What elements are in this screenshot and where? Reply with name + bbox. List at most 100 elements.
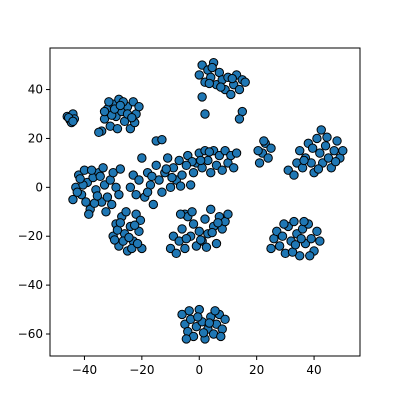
data-point xyxy=(240,77,250,87)
data-point xyxy=(290,240,301,250)
data-point xyxy=(197,92,207,102)
x-tick-label: −20 xyxy=(129,363,154,377)
data-point xyxy=(92,191,103,201)
data-point xyxy=(171,248,182,259)
data-point xyxy=(162,153,173,163)
x-tick-label: −40 xyxy=(72,363,97,377)
data-point xyxy=(154,175,164,185)
data-point xyxy=(226,89,236,100)
data-point xyxy=(289,170,299,180)
data-point xyxy=(210,306,220,316)
data-point xyxy=(312,226,322,237)
data-point xyxy=(148,199,159,210)
data-point xyxy=(338,145,348,156)
data-point xyxy=(198,328,209,338)
data-point xyxy=(295,145,305,156)
data-point xyxy=(99,106,110,117)
data-point xyxy=(211,238,222,249)
data-point xyxy=(201,242,212,252)
data-point xyxy=(181,334,192,344)
data-point xyxy=(104,97,114,107)
data-point xyxy=(299,155,309,166)
data-point xyxy=(185,180,196,190)
data-point xyxy=(157,134,167,145)
data-point xyxy=(112,123,123,134)
x-axis: −40 −20 0 20 40 xyxy=(72,356,322,377)
data-point xyxy=(330,156,341,167)
data-point xyxy=(115,100,126,111)
data-point xyxy=(234,114,245,124)
data-point xyxy=(312,133,322,144)
data-point xyxy=(115,164,126,174)
data-point xyxy=(195,235,206,245)
data-point xyxy=(204,78,215,89)
data-point xyxy=(181,160,192,171)
data-point xyxy=(200,214,210,224)
data-point xyxy=(253,145,263,156)
data-point xyxy=(115,218,126,228)
data-point xyxy=(134,101,144,112)
data-point xyxy=(204,147,215,157)
y-tick-label: 20 xyxy=(28,131,43,145)
data-point xyxy=(279,219,289,229)
data-point xyxy=(195,155,206,166)
data-point xyxy=(98,163,108,173)
data-point xyxy=(157,187,167,197)
data-point xyxy=(121,207,131,217)
data-points xyxy=(62,57,348,344)
data-point xyxy=(274,241,285,251)
data-point xyxy=(180,243,190,254)
data-point xyxy=(175,209,186,219)
data-point xyxy=(259,136,269,146)
data-point xyxy=(174,155,184,166)
data-point xyxy=(263,153,273,163)
data-point xyxy=(316,125,326,135)
data-point xyxy=(114,189,124,200)
plot-frame xyxy=(49,47,361,357)
data-point xyxy=(315,148,325,158)
data-point xyxy=(206,167,216,178)
data-point xyxy=(187,207,197,217)
data-point xyxy=(320,141,331,151)
data-point xyxy=(315,236,325,246)
data-point xyxy=(86,165,97,175)
data-point xyxy=(109,235,120,245)
data-point xyxy=(307,143,318,153)
data-point xyxy=(137,153,147,163)
data-point xyxy=(131,189,141,200)
data-point xyxy=(194,226,204,237)
data-point xyxy=(266,143,276,153)
data-point xyxy=(127,112,137,123)
y-tick-label: −40 xyxy=(18,278,43,292)
data-point xyxy=(108,167,118,178)
data-point xyxy=(68,116,78,127)
y-tick-label: 0 xyxy=(35,180,43,194)
data-point xyxy=(231,148,242,158)
y-tick-label: 40 xyxy=(28,83,43,97)
data-point xyxy=(200,109,210,119)
y-tick-label: −60 xyxy=(18,327,43,341)
x-tick-label: 20 xyxy=(249,363,264,377)
data-point xyxy=(305,251,315,261)
data-point xyxy=(204,318,215,328)
data-point xyxy=(101,207,111,217)
data-point xyxy=(266,243,276,254)
data-point xyxy=(124,232,134,243)
data-point xyxy=(216,331,226,342)
data-point xyxy=(167,172,177,183)
data-point xyxy=(229,163,239,173)
data-point xyxy=(181,233,192,244)
data-point xyxy=(220,314,230,325)
data-point xyxy=(125,182,136,193)
data-point xyxy=(223,209,233,219)
data-point xyxy=(323,153,334,163)
data-point xyxy=(193,312,203,322)
data-point xyxy=(295,251,305,261)
data-point xyxy=(147,171,157,182)
data-point xyxy=(206,204,216,215)
data-point xyxy=(72,187,82,197)
data-point xyxy=(299,216,309,227)
data-point xyxy=(94,127,104,138)
